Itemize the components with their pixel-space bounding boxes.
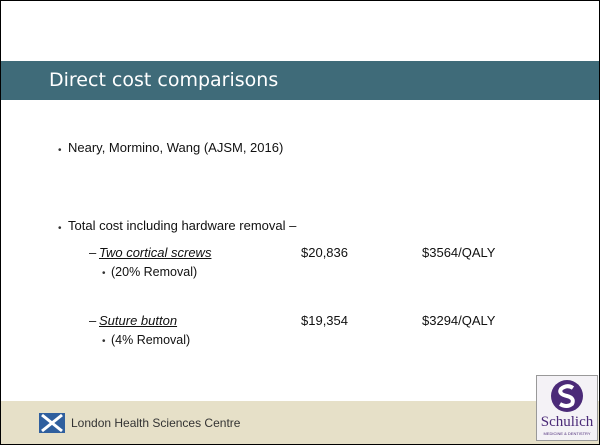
dash: – (89, 313, 97, 328)
item-note: (20% Removal) (111, 265, 198, 279)
item-cost: $19,354 (301, 313, 348, 328)
item-name: Suture button (99, 313, 178, 328)
item-qaly: $3564/QALY (422, 245, 496, 260)
item-qaly: $3294/QALY (422, 313, 496, 328)
bullet: • (102, 336, 106, 347)
logo-subtitle: MEDICINE & DENTISTRY (543, 431, 591, 436)
schulich-logo: Schulich MEDICINE & DENTISTRY (536, 375, 598, 441)
bullet: • (58, 223, 62, 234)
organization-name: London Health Sciences Centre (71, 416, 241, 430)
footer-band (1, 401, 599, 444)
dash: – (89, 245, 97, 260)
slide-title: Direct cost comparisons (49, 69, 279, 91)
item-note: (4% Removal) (111, 333, 191, 347)
lhsc-icon (39, 413, 65, 433)
bullet: • (58, 145, 62, 156)
bullet: • (102, 268, 106, 279)
bullet-text: Total cost including hardware removal – (68, 218, 297, 233)
item-cost: $20,836 (301, 245, 348, 260)
bullet-text: Neary, Mormino, Wang (AJSM, 2016) (68, 140, 284, 155)
item-name: Two cortical screws (99, 245, 212, 260)
logo-name: Schulich (540, 414, 594, 430)
title-bar (1, 61, 599, 100)
logo-mark (551, 380, 583, 412)
